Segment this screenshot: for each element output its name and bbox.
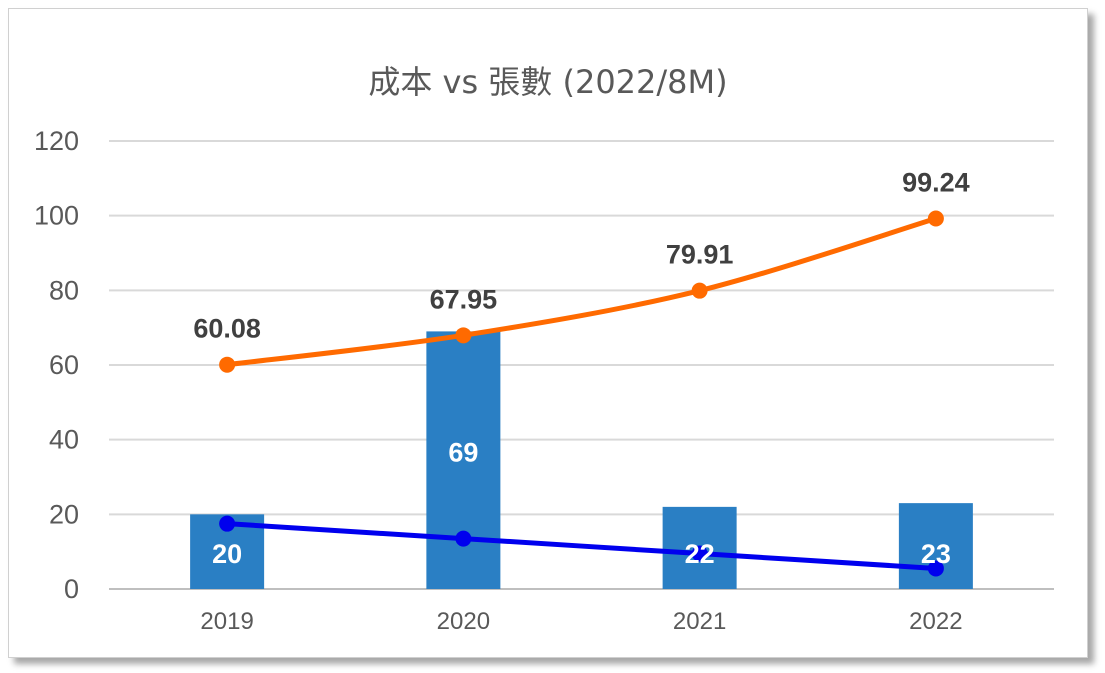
y-tick-label: 20 [49, 499, 79, 529]
line-point [927, 210, 944, 227]
x-tick-label: 2021 [673, 608, 726, 635]
y-tick-label: 80 [49, 275, 79, 305]
bar-data-label: 69 [448, 437, 478, 467]
gridlines [109, 140, 1054, 590]
bar-data-label: 22 [685, 539, 715, 569]
bar-data-label: 23 [921, 539, 951, 569]
line-point [927, 560, 944, 577]
x-tick-label: 2020 [437, 608, 490, 635]
y-tick-label: 60 [49, 350, 79, 380]
line-data-label: 99.24 [902, 168, 970, 198]
line-point [691, 282, 708, 299]
line-data-label: 67.95 [430, 284, 498, 314]
line-series-1 [224, 216, 939, 368]
x-axis-ticks: 2019 2020 2021 2022 [200, 608, 962, 635]
chart-title: 成本 vs 張數 (2022/8M) [368, 63, 727, 101]
x-tick-label: 2019 [200, 608, 253, 635]
chart-svg: 成本 vs 張數 (2022/8M) 0 20 40 60 80 100 120 60.08… [34, 63, 1054, 635]
line-data-label: 79.91 [666, 240, 734, 270]
bar-series [190, 331, 973, 589]
line-point [219, 515, 236, 532]
chart-container: 成本 vs 張數 (2022/8M) 0 20 40 60 80 100 120 60.08… [8, 8, 1088, 658]
y-axis-ticks: 0 20 40 60 80 100 120 [34, 126, 79, 604]
line-series-2 [224, 521, 939, 571]
line-series [219, 210, 944, 577]
y-tick-label: 100 [34, 201, 79, 231]
y-tick-label: 40 [49, 425, 79, 455]
line-point [219, 356, 236, 373]
data-labels: 60.08 67.95 79.91 99.24 20 69 22 23 [193, 168, 969, 569]
y-tick-label: 0 [64, 574, 79, 604]
line-point [455, 327, 472, 344]
line-point [455, 530, 472, 547]
y-tick-label: 120 [34, 126, 79, 156]
x-tick-label: 2022 [909, 608, 962, 635]
bar-data-label: 20 [212, 539, 242, 569]
line-point [691, 545, 708, 562]
line-data-label: 60.08 [193, 314, 261, 344]
